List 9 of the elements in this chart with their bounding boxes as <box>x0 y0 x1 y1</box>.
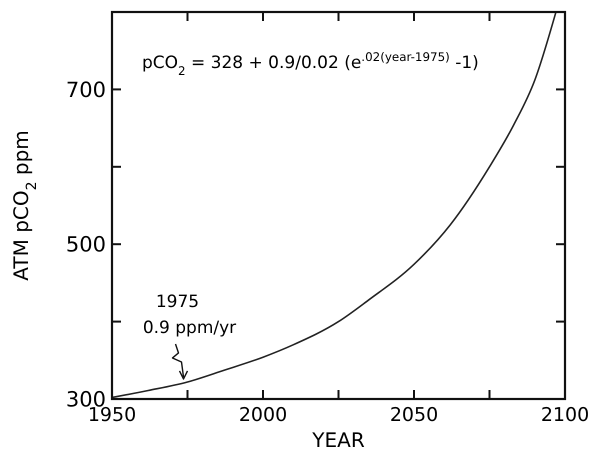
x-tick-label: 2050 <box>390 404 438 426</box>
annotation: pCO$_{2}$ = 328 + 0.9/0.02 (e$^{.02(year-1975)}$ -1) <box>142 50 479 78</box>
line-series <box>111 11 557 398</box>
y-tick-label: 700 <box>66 78 106 102</box>
annotation: 1975 0.9 ppm/yr <box>142 292 236 338</box>
y-tick-label: 500 <box>66 232 106 257</box>
x-axis-title: YEAR <box>311 428 365 450</box>
x-tick-label: 2100 <box>540 404 590 426</box>
x-tick-label: 2000 <box>238 404 288 426</box>
